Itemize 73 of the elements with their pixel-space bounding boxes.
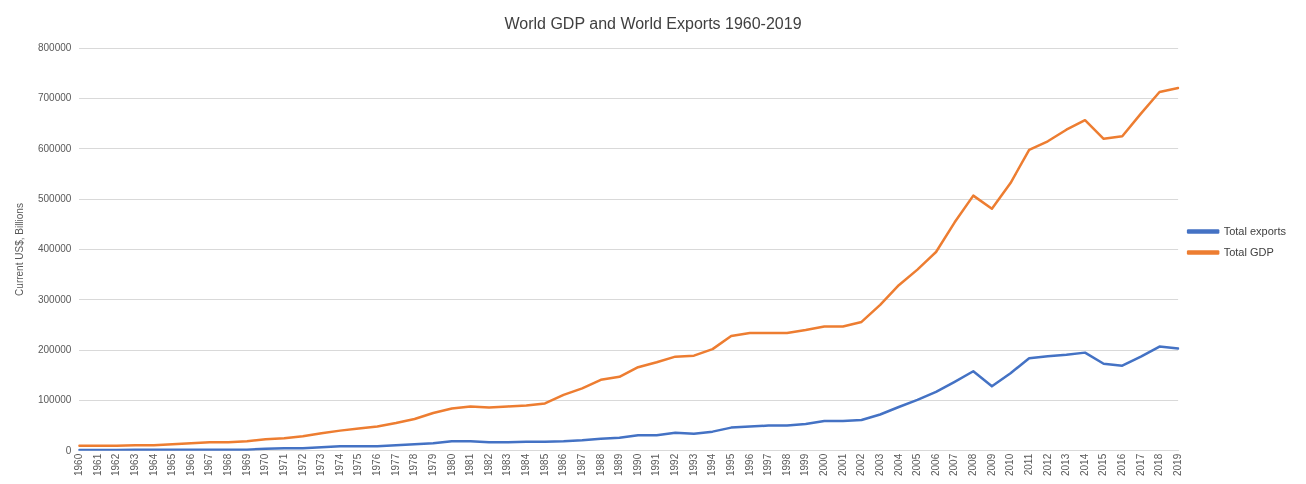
- x-tick-label: 1983: [501, 453, 513, 476]
- x-tick-label: 1967: [203, 453, 215, 476]
- chart-title: World GDP and World Exports 1960-2019: [504, 15, 802, 33]
- x-tick-label: 1990: [631, 453, 643, 476]
- x-tick-label: 1994: [706, 453, 718, 476]
- x-tick-label: 1991: [650, 453, 662, 476]
- x-tick-label: 1964: [147, 453, 159, 476]
- x-tick-label: 1982: [482, 453, 494, 476]
- x-tick-label: 1995: [724, 453, 736, 476]
- x-tick-label: 1962: [110, 453, 122, 476]
- x-tick-label: 1985: [538, 453, 550, 476]
- x-tick-label: 2019: [1171, 453, 1183, 476]
- x-tick-label: 1977: [389, 453, 401, 476]
- x-tick-label: 1961: [91, 453, 103, 476]
- x-tick-label: 1974: [333, 453, 345, 476]
- x-tick-label: 1987: [575, 453, 587, 476]
- x-tick-label: 1960: [73, 453, 85, 476]
- x-tick-label: 1975: [352, 453, 364, 476]
- x-tick-label: 2004: [892, 453, 904, 476]
- y-tick-label: 0: [65, 444, 72, 456]
- x-tick-label: 2002: [855, 453, 867, 476]
- x-tick-label: 2006: [929, 453, 941, 476]
- x-tick-label: 2010: [1004, 453, 1016, 476]
- x-tick-label: 1999: [799, 453, 811, 476]
- x-tick-label: 1980: [445, 453, 457, 476]
- x-tick-label: 1993: [687, 453, 699, 476]
- y-tick-label: 600000: [37, 142, 72, 154]
- x-tick-label: 1966: [184, 453, 196, 476]
- y-tick-label: 400000: [37, 243, 72, 255]
- x-tick-label: 2005: [911, 453, 923, 476]
- x-tick-label: 1965: [166, 453, 178, 476]
- x-tick-label: 1988: [594, 453, 606, 476]
- x-tick-label: 1963: [128, 453, 140, 476]
- x-tick-label: 2017: [1134, 453, 1146, 476]
- x-tick-label: 1984: [520, 453, 532, 476]
- x-tick-label: 2007: [948, 453, 960, 476]
- x-tick-label: 1989: [613, 453, 625, 476]
- x-tick-label: 2001: [836, 453, 848, 476]
- x-tick-label: 2015: [1097, 453, 1109, 476]
- legend-label: Total GDP: [1223, 245, 1274, 258]
- x-tick-label: 2016: [1116, 453, 1128, 476]
- x-tick-label: 2018: [1153, 453, 1165, 476]
- x-tick-label: 1978: [408, 453, 420, 476]
- x-tick-label: 1981: [464, 453, 476, 476]
- y-tick-label: 500000: [37, 192, 72, 204]
- x-tick-label: 1968: [222, 453, 234, 476]
- y-tick-label: 300000: [37, 293, 72, 305]
- x-tick-label: 2014: [1078, 453, 1090, 476]
- x-tick-label: 1971: [277, 453, 289, 476]
- x-tick-label: 2008: [967, 453, 979, 476]
- x-tick-label: 1992: [669, 453, 681, 476]
- legend-label: Total exports: [1223, 224, 1287, 237]
- x-tick-label: 1969: [240, 453, 252, 476]
- y-tick-label: 800000: [37, 41, 72, 53]
- x-tick-label: 1970: [259, 453, 271, 476]
- x-tick-label: 2000: [818, 453, 830, 476]
- x-tick-label: 1973: [315, 453, 327, 476]
- y-axis-title: Current US$, Billions: [13, 203, 25, 296]
- x-tick-label: 1997: [762, 453, 774, 476]
- x-tick-label: 2003: [873, 453, 885, 476]
- x-tick-label: 2013: [1060, 453, 1072, 476]
- x-tick-label: 1986: [557, 453, 569, 476]
- y-tick-label: 100000: [37, 394, 72, 406]
- x-tick-label: 1976: [371, 453, 383, 476]
- x-tick-label: 1972: [296, 453, 308, 476]
- x-tick-label: 1979: [426, 453, 438, 476]
- x-tick-label: 2009: [985, 453, 997, 476]
- x-tick-label: 2011: [1022, 453, 1034, 476]
- y-tick-label: 200000: [37, 343, 72, 355]
- x-tick-label: 1998: [780, 453, 792, 476]
- y-tick-label: 700000: [37, 92, 72, 104]
- x-tick-label: 2012: [1041, 453, 1053, 476]
- x-tick-label: 1996: [743, 453, 755, 476]
